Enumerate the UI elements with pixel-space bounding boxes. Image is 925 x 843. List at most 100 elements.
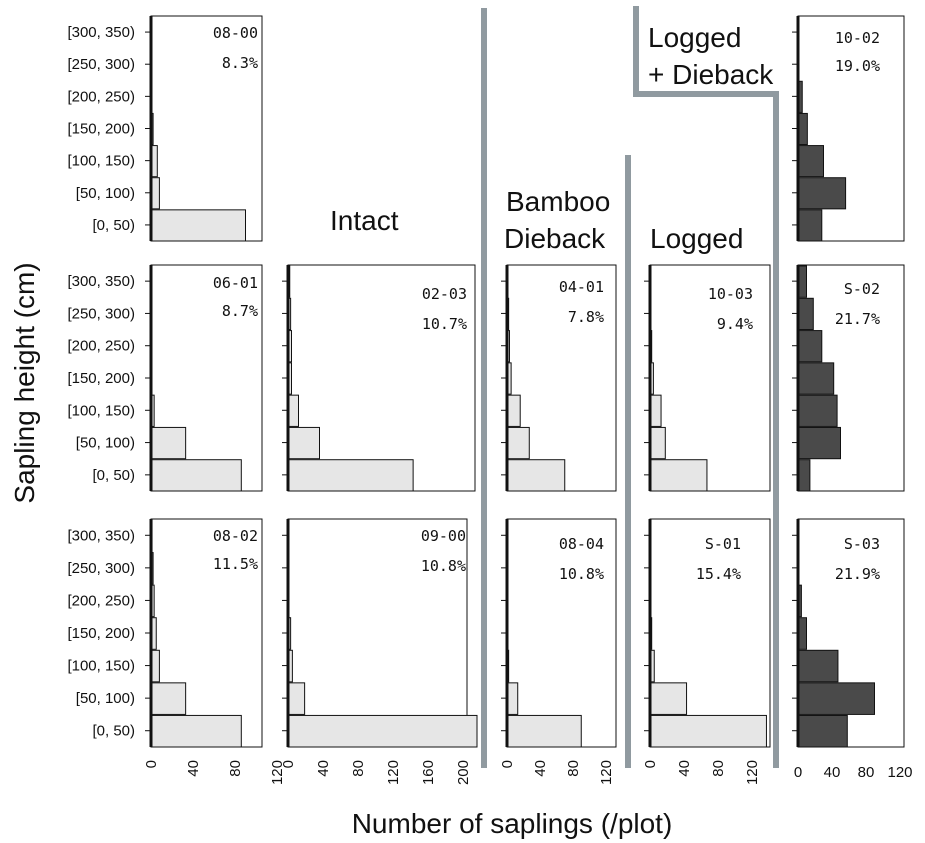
y-tick-label: [300, 350) — [67, 24, 135, 41]
bar-02-03-2 — [287, 394, 299, 427]
panel-10-02: 10-02 19.0% — [792, 15, 905, 242]
y-tick-label: [150, 200) — [67, 370, 135, 387]
y-tick-label: [50, 100) — [76, 435, 135, 452]
bar-08-02-0 — [150, 714, 242, 748]
bar-09-00-1 — [287, 682, 306, 715]
bar-06-01-0 — [150, 459, 242, 492]
bar-S-01-0 — [649, 714, 767, 748]
plot-id-label: 06-01 — [213, 274, 258, 292]
x-tick-label: 120 — [887, 764, 912, 781]
panel-S-02: S-02 21.7% — [792, 264, 905, 492]
x-tick-label: 120 — [744, 760, 761, 785]
bar-S-02-0 — [797, 459, 811, 492]
x-tick-label: 40 — [185, 760, 202, 777]
panel-08-00: [0, 50) [50, 100) [100, 150) [150, 200) [200… — [67, 15, 263, 242]
x-tick-label: 40 — [676, 760, 693, 777]
histogram-panels: [0, 50) [50, 100) [100, 150) [150, 200) [200… — [67, 15, 905, 748]
y-tick-label: [200, 250) — [67, 88, 135, 105]
y-tick-label: [0, 50) — [92, 723, 135, 740]
bar-04-01-1 — [506, 426, 530, 460]
y-tick-label: [200, 250) — [67, 592, 135, 609]
plot-percent-label: 10.8% — [559, 565, 604, 583]
plot-id-label: 09-00 — [421, 527, 466, 545]
panel-frame — [506, 518, 617, 748]
bar-06-01-1 — [150, 426, 187, 460]
plot-id-label: 10-02 — [835, 29, 880, 47]
panel-06-01: [0, 50) [50, 100) [100, 150) [150, 200) [200… — [67, 264, 263, 492]
panel-04-01: 04-01 7.8% — [501, 264, 617, 492]
y-tick-label: [250, 300) — [67, 56, 135, 73]
plot-id-label: 08-04 — [559, 535, 604, 553]
plot-id-label: S-02 — [844, 280, 880, 298]
y-tick-label: [100, 150) — [67, 658, 135, 675]
group-separator-2 — [633, 6, 779, 768]
plot-id-label: 08-02 — [213, 527, 258, 545]
x-tick-label: 40 — [824, 764, 841, 781]
bar-08-02-1 — [150, 682, 187, 715]
panel-10-03: 10-03 9.4% — [644, 264, 771, 492]
bar-08-00-0 — [150, 209, 246, 242]
x-tick-label: 80 — [710, 760, 727, 777]
bar-10-03-1 — [649, 426, 666, 460]
bar-S-03-1 — [797, 682, 875, 715]
plot-percent-label: 15.4% — [696, 565, 741, 583]
x-tick-label: 0 — [794, 764, 802, 781]
group-label-logged-dieback-2: + Dieback — [648, 59, 774, 90]
group-label-intact: Intact — [330, 205, 399, 236]
y-tick-label: [0, 50) — [92, 217, 135, 234]
x-tick-label: 0 — [642, 760, 659, 768]
group-label-logged-dieback-1: Logged — [648, 22, 741, 53]
bar-S-01-1 — [649, 682, 688, 715]
bar-S-02-1 — [797, 426, 841, 460]
bar-02-03-0 — [287, 459, 414, 492]
bar-S-02-2 — [797, 394, 838, 427]
plot-percent-label: 19.0% — [835, 57, 880, 75]
plot-percent-label: 21.9% — [835, 565, 880, 583]
bar-04-01-2 — [506, 394, 521, 427]
x-tick-label: 40 — [315, 760, 332, 777]
bar-S-02-4 — [797, 330, 823, 363]
plot-id-label: 02-03 — [422, 285, 467, 303]
bar-10-02-1 — [797, 177, 847, 210]
x-tick-label: 0 — [280, 760, 297, 768]
plot-percent-label: 9.4% — [717, 315, 753, 333]
panel-frame — [287, 518, 468, 748]
panel-08-04: 08-04 10.8% — [501, 518, 617, 748]
plot-id-label: 10-03 — [708, 285, 753, 303]
bar-10-02-2 — [797, 145, 824, 178]
plot-id-label: 08-00 — [213, 24, 258, 42]
y-tick-label: [300, 350) — [67, 273, 135, 290]
group-label-dieback: Dieback — [504, 223, 606, 254]
plot-percent-label: 8.7% — [222, 302, 258, 320]
panel-frame — [150, 15, 263, 242]
y-tick-label: [300, 350) — [67, 527, 135, 544]
y-tick-label: [150, 200) — [67, 121, 135, 138]
panel-08-02: [0, 50) [50, 100) [100, 150) [150, 200) [200… — [67, 518, 263, 748]
plot-id-label: S-03 — [844, 535, 880, 553]
x-tick-label: 0 — [143, 760, 160, 768]
bar-04-01-0 — [506, 459, 566, 492]
y-tick-label: [250, 300) — [67, 560, 135, 577]
panel-S-03: S-03 21.9% — [792, 518, 905, 748]
x-axis-title: Number of saplings (/plot) — [352, 808, 673, 839]
bar-10-02-0 — [797, 209, 823, 242]
group-label-bamboo: Bamboo — [506, 186, 610, 217]
x-tick-label: 200 — [455, 760, 472, 785]
bar-10-03-0 — [649, 459, 708, 492]
y-tick-label: [0, 50) — [92, 467, 135, 484]
x-tick-label: 40 — [532, 760, 549, 777]
group-label-logged: Logged — [650, 223, 743, 254]
x-tick-label: 160 — [420, 760, 437, 785]
plot-id-label: 04-01 — [559, 278, 604, 296]
bar-10-03-2 — [649, 394, 662, 427]
y-tick-label: [50, 100) — [76, 185, 135, 202]
group-separators — [481, 6, 779, 768]
bar-S-03-0 — [797, 714, 848, 748]
y-tick-label: [200, 250) — [67, 338, 135, 355]
y-tick-label: [250, 300) — [67, 305, 135, 322]
x-tick-label: 0 — [499, 760, 516, 768]
x-tick-label: 80 — [227, 760, 244, 777]
plot-percent-label: 21.7% — [835, 310, 880, 328]
plot-percent-label: 10.7% — [422, 315, 467, 333]
